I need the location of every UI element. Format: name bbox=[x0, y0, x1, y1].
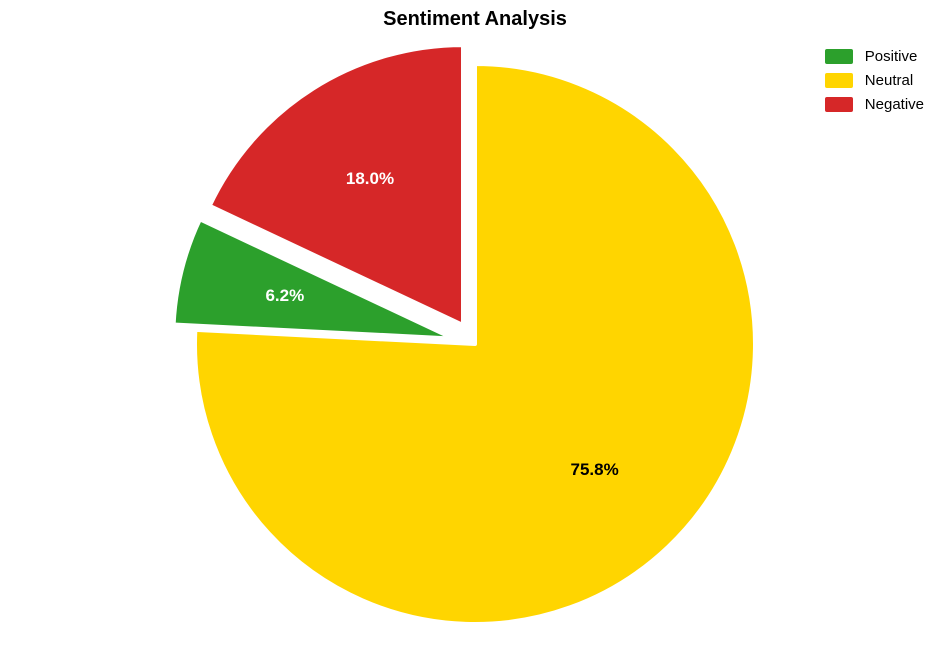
legend-label-negative: Negative bbox=[865, 96, 924, 113]
legend-item-neutral: Neutral bbox=[825, 72, 924, 89]
legend-swatch-neutral bbox=[825, 73, 853, 88]
legend-label-positive: Positive bbox=[865, 48, 918, 65]
legend: Positive Neutral Negative bbox=[825, 48, 924, 120]
legend-label-neutral: Neutral bbox=[865, 72, 913, 89]
legend-swatch-negative bbox=[825, 97, 853, 112]
pie-svg bbox=[0, 0, 950, 662]
legend-item-negative: Negative bbox=[825, 96, 924, 113]
legend-item-positive: Positive bbox=[825, 48, 924, 65]
slice-label-positive: 6.2% bbox=[265, 286, 304, 306]
sentiment-pie-chart: Sentiment Analysis Positive Neutral Nega… bbox=[0, 0, 950, 662]
legend-swatch-positive bbox=[825, 49, 853, 64]
slice-label-negative: 18.0% bbox=[346, 169, 394, 189]
slice-label-neutral: 75.8% bbox=[571, 460, 619, 480]
